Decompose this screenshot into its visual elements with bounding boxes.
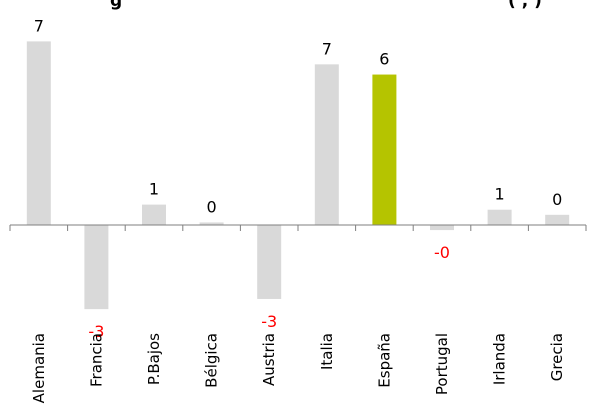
bar-grecia <box>545 214 570 225</box>
bar-austria <box>257 225 282 299</box>
category-label: Bélgica <box>203 333 221 388</box>
bar-francia <box>84 225 109 310</box>
chart-title-left: g <box>110 0 122 11</box>
value-label: 7 <box>322 39 332 58</box>
category-label: P.Bajos <box>145 333 163 385</box>
value-label: -0 <box>434 243 450 262</box>
bar-espa-a <box>372 74 397 225</box>
value-labels: 7 -3 1 0 -3 7 6 -0 1 0 <box>34 16 563 341</box>
category-label: Austria <box>260 333 278 386</box>
bar-portugal <box>430 225 454 231</box>
category-label: España <box>375 333 393 388</box>
category-label: Alemania <box>30 333 48 403</box>
value-label: -3 <box>261 312 277 331</box>
bar-b-lgica <box>199 222 224 225</box>
category-labels: Alemania Francia P.Bajos Bélgica Austria Ital… <box>30 333 566 404</box>
category-label: Portugal <box>433 333 451 395</box>
bar-irlanda <box>487 209 512 225</box>
value-label: -3 <box>88 322 104 341</box>
category-label: Italia <box>318 333 336 370</box>
bar-alemania <box>26 41 51 226</box>
bar-p-bajos <box>142 204 166 225</box>
value-label: 0 <box>207 197 217 216</box>
category-label: Irlanda <box>491 333 509 385</box>
value-label: 6 <box>379 50 389 69</box>
value-label: 1 <box>149 180 159 199</box>
chart-title-right: ( , ) <box>508 0 542 11</box>
value-label: 0 <box>552 190 562 209</box>
bars-group <box>26 41 570 310</box>
value-label: 7 <box>34 16 44 35</box>
bar-italia <box>314 64 339 225</box>
x-axis <box>9 224 587 231</box>
category-label: Grecia <box>548 333 566 381</box>
category-label: Francia <box>87 333 105 387</box>
value-label: 1 <box>495 185 505 204</box>
